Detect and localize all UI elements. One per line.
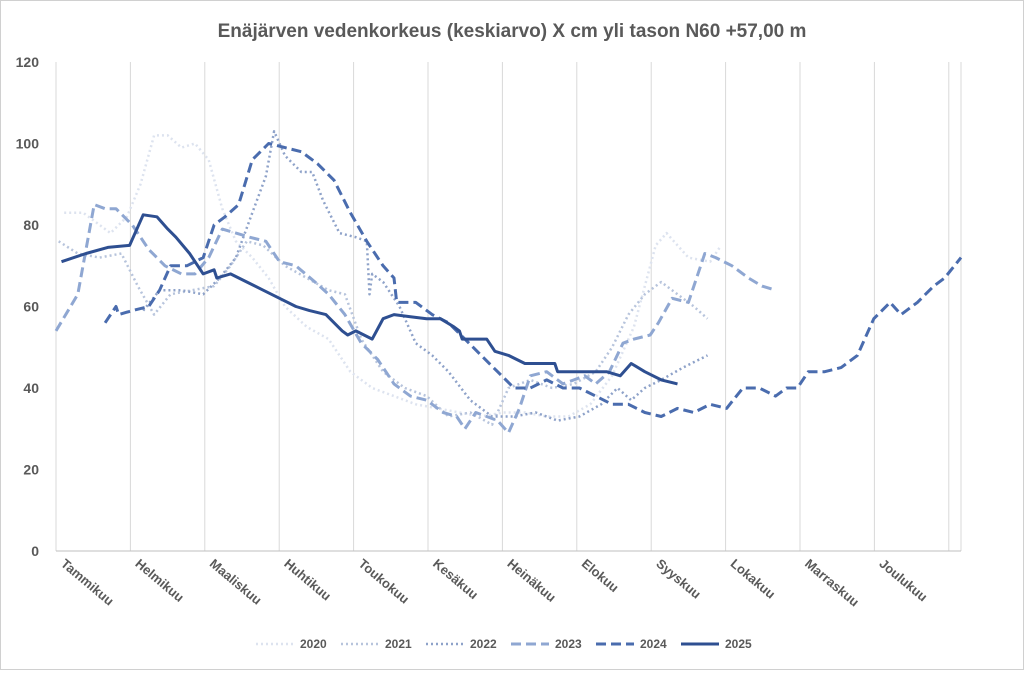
chart-title: Enäjärven vedenkorkeus (keskiarvo) X cm …	[218, 21, 807, 42]
series-line-2020	[64, 134, 723, 418]
gridlines	[55, 62, 962, 552]
x-tick-label: Marraskuu	[802, 556, 862, 610]
y-tick-label: 60	[23, 299, 39, 315]
legend-label-2024: 2024	[640, 637, 667, 651]
legend-label-2021: 2021	[385, 637, 412, 651]
x-tick-label: Heinäkuu	[504, 556, 559, 605]
x-tick-label: Toukokuu	[356, 556, 413, 607]
y-tick-label: 100	[16, 136, 40, 152]
y-tick-label: 40	[23, 380, 39, 396]
y-axis-ticks: 0 20 40 60 80 100 120	[16, 54, 40, 559]
x-tick-label: Tammikuu	[58, 556, 117, 609]
x-tick-label: Kesäkuu	[430, 556, 481, 602]
x-tick-label: Elokuu	[579, 556, 622, 595]
x-tick-label: Joulukuu	[876, 556, 930, 605]
y-tick-label: 0	[31, 543, 39, 559]
legend-label-2025: 2025	[725, 637, 752, 651]
series-line-2025	[61, 213, 678, 386]
legend-label-2022: 2022	[470, 637, 497, 651]
x-tick-label: Maaliskuu	[207, 556, 265, 608]
x-tick-label: Helmikuu	[132, 556, 187, 605]
series-line-2021	[58, 240, 709, 426]
x-tick-label: Huhtikuu	[281, 556, 334, 604]
x-tick-label: Lokakuu	[728, 556, 779, 602]
legend: 2020 2021 2022 2023 2024 2025	[256, 637, 752, 651]
series-line-2023	[54, 203, 777, 435]
series-line-2024	[103, 142, 963, 418]
legend-label-2023: 2023	[555, 637, 582, 651]
x-tick-label: Syyskuu	[653, 556, 704, 602]
y-tick-label: 20	[23, 462, 39, 478]
y-tick-label: 80	[23, 217, 39, 233]
legend-label-2020: 2020	[300, 637, 327, 651]
x-axis-ticks: Tammikuu Helmikuu Maaliskuu Huhtikuu Toukoku…	[58, 556, 930, 610]
plot-area	[54, 130, 963, 435]
y-tick-label: 120	[16, 54, 40, 70]
